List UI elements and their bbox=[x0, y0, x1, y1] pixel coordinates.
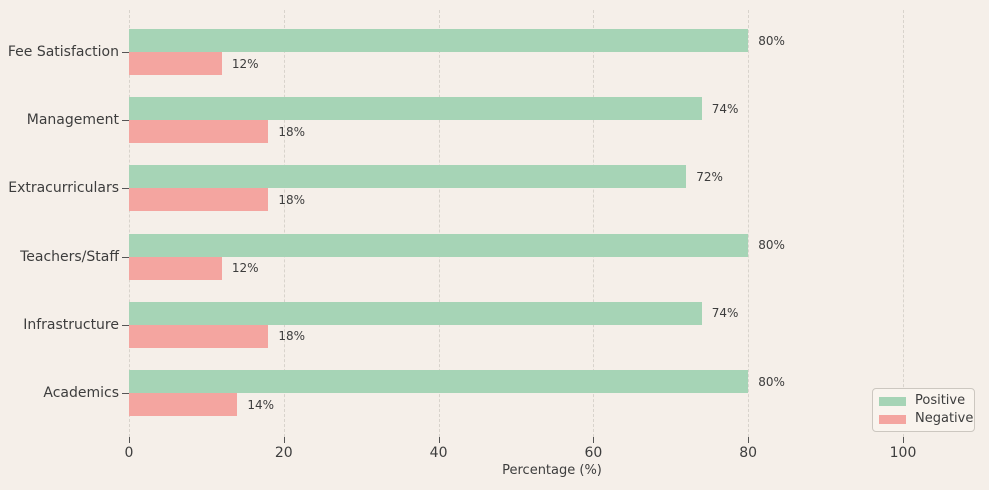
x-axis-label: Percentage (%) bbox=[502, 463, 602, 478]
legend-label-positive: Positive bbox=[915, 393, 966, 408]
x-tick-label: 40 bbox=[429, 445, 448, 461]
value-label: 18% bbox=[278, 329, 305, 344]
bar-positive bbox=[129, 370, 749, 393]
category-label: Fee Satisfaction bbox=[7, 44, 119, 60]
x-tick-mark bbox=[593, 437, 595, 443]
value-label: 74% bbox=[711, 306, 739, 321]
x-tick-label: 80 bbox=[739, 445, 758, 461]
x-tick-label: 100 bbox=[889, 445, 917, 461]
bar-positive bbox=[129, 233, 749, 257]
bar-positive bbox=[129, 165, 687, 189]
value-label: 14% bbox=[247, 397, 275, 412]
bar-negative bbox=[129, 120, 269, 144]
bar-negative bbox=[129, 324, 269, 348]
x-tick-mark bbox=[438, 437, 440, 443]
legend-swatch-positive-icon bbox=[879, 396, 906, 406]
y-tick-mark bbox=[122, 324, 129, 326]
value-label: 80% bbox=[758, 238, 785, 253]
value-label: 12% bbox=[231, 261, 259, 276]
bar-negative bbox=[129, 393, 238, 416]
legend: Positive Negative bbox=[872, 388, 975, 432]
value-label: 72% bbox=[696, 169, 723, 184]
value-label: 18% bbox=[278, 192, 305, 207]
bar-negative bbox=[129, 188, 269, 212]
bar-negative bbox=[129, 52, 222, 75]
x-tick-label: 20 bbox=[274, 445, 293, 461]
y-tick-mark bbox=[122, 52, 129, 53]
legend-item-positive: Positive bbox=[879, 394, 968, 408]
gridline bbox=[283, 10, 285, 437]
category-label: Infrastructure bbox=[23, 316, 119, 333]
x-tick-mark bbox=[129, 437, 130, 443]
x-tick-label: 0 bbox=[124, 445, 134, 461]
y-tick-mark bbox=[122, 393, 129, 394]
value-label: 80% bbox=[758, 374, 785, 389]
category-label: Management bbox=[26, 112, 119, 129]
category-label: Teachers/Staff bbox=[20, 248, 119, 265]
value-label: 12% bbox=[231, 56, 259, 71]
category-label: Extracurriculars bbox=[8, 180, 119, 197]
value-label: 80% bbox=[758, 33, 785, 48]
x-tick-label: 60 bbox=[584, 445, 603, 461]
legend-swatch-negative-icon bbox=[879, 414, 906, 424]
x-tick-mark bbox=[283, 437, 285, 443]
gridline bbox=[593, 10, 595, 437]
gridline bbox=[903, 10, 904, 437]
bar-positive bbox=[129, 29, 749, 52]
bar-negative bbox=[129, 256, 222, 280]
plot-area: 80% 12% 74% 18% 72% 18% 80% 12% 74% 18% 80% 14% bbox=[129, 10, 975, 437]
y-tick-mark bbox=[122, 188, 129, 190]
x-tick-mark bbox=[748, 437, 750, 443]
legend-item-negative: Negative bbox=[879, 412, 973, 426]
gridline bbox=[438, 10, 440, 437]
gridline bbox=[748, 10, 750, 437]
bar-positive bbox=[129, 301, 702, 325]
y-tick-mark bbox=[122, 256, 129, 258]
x-tick-mark bbox=[903, 437, 904, 443]
gridline bbox=[129, 10, 130, 437]
value-label: 18% bbox=[278, 124, 305, 139]
category-label: Academics bbox=[43, 385, 119, 401]
legend-label-negative: Negative bbox=[915, 411, 974, 426]
bar-positive bbox=[129, 97, 702, 121]
value-label: 74% bbox=[711, 101, 739, 116]
y-tick-mark bbox=[122, 120, 129, 122]
